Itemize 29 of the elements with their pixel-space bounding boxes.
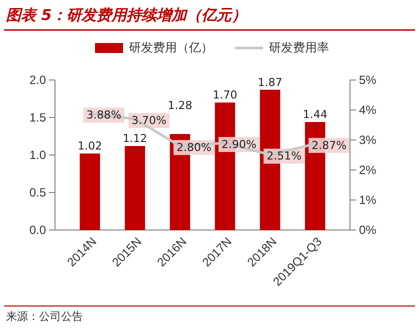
y-tick-label: 2.0: [29, 72, 46, 87]
data-label: 3.88%: [86, 108, 122, 122]
data-label: 1.28: [168, 99, 192, 112]
data-label: 1.02: [78, 140, 102, 152]
data-label: 2.90%: [222, 138, 256, 152]
data-label: 2.51%: [266, 150, 302, 163]
y2-tick-label: 3%: [359, 132, 377, 147]
y-tick-label: 1.0: [29, 148, 46, 162]
y2-tick-label: 2%: [359, 162, 377, 177]
data-label: 1.87: [258, 76, 282, 89]
source-note: 来源：公司公告: [6, 310, 83, 323]
y-tick-label: 0.5: [29, 185, 46, 200]
y-tick-label: 1.5: [29, 110, 46, 124]
y-tick-label: 0.0: [29, 222, 46, 237]
y2-tick-label: 4%: [359, 102, 377, 117]
data-label: 2.87%: [312, 138, 347, 152]
chart-title: 图表 5：研发费用持续增加（亿元）: [6, 6, 247, 24]
bar: [124, 146, 146, 230]
data-label: 1.12: [122, 132, 148, 145]
y2-tick-label: 5%: [359, 72, 377, 87]
y2-tick-label: 0%: [359, 222, 377, 237]
data-label: 3.70%: [131, 114, 166, 128]
data-label: 2.80%: [176, 141, 212, 154]
legend-label: 研发费用（亿）: [129, 40, 213, 54]
data-label: 1.70: [212, 88, 238, 102]
y2-tick-label: 1%: [359, 192, 377, 207]
legend-label: 研发费用率: [269, 40, 329, 54]
bar: [80, 154, 100, 230]
data-label: 1.44: [302, 108, 328, 121]
